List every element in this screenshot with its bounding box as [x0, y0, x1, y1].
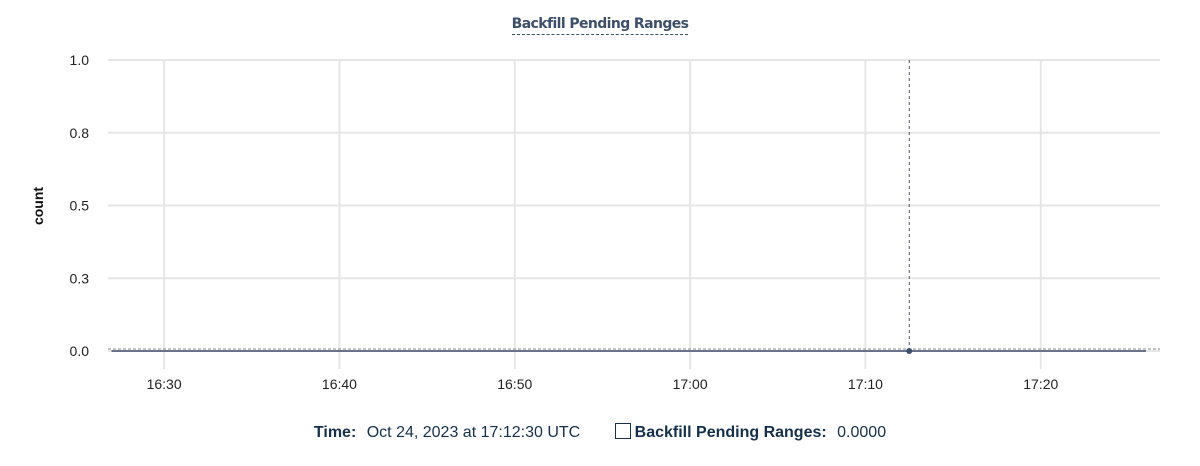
y-tick-label: 0.0 [70, 343, 90, 359]
chart-title[interactable]: Backfill Pending Ranges [0, 15, 1200, 35]
x-tick-label: 16:40 [322, 376, 357, 392]
x-tick-label: 16:30 [147, 376, 182, 392]
y-tick-label: 0.5 [70, 198, 90, 214]
x-tick-label: 17:20 [1023, 376, 1058, 392]
series-toggle-checkbox[interactable] [614, 423, 631, 439]
x-tick-label: 16:50 [497, 376, 532, 392]
chart-title-text[interactable]: Backfill Pending Ranges [511, 16, 689, 35]
series-value: 0.0000 [837, 424, 887, 441]
time-value: Oct 24, 2023 at 17:12:30 UTC [366, 424, 581, 441]
y-tick-label: 0.8 [70, 125, 90, 141]
y-axis-label: count [30, 187, 46, 225]
time-label: Time: [313, 424, 357, 441]
y-tick-label: 1.0 [70, 52, 90, 68]
series-label[interactable]: Backfill Pending Ranges: [634, 424, 827, 441]
x-tick-label: 17:10 [848, 376, 883, 392]
legend: Time: Oct 24, 2023 at 17:12:30 UTC Backf… [0, 423, 1200, 442]
y-tick-label: 0.3 [70, 270, 90, 286]
x-tick-label: 17:00 [673, 376, 708, 392]
cursor-point [906, 348, 913, 354]
